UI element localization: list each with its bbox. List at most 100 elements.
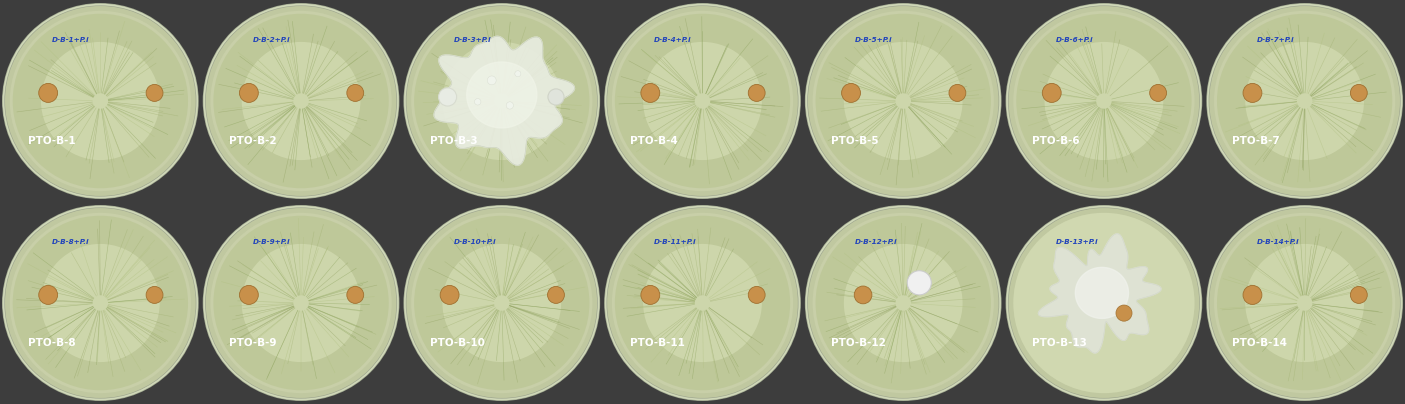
Ellipse shape — [1009, 6, 1200, 196]
Ellipse shape — [815, 14, 991, 188]
Circle shape — [514, 71, 521, 77]
Text: D-B-6+P.i: D-B-6+P.i — [1055, 38, 1093, 43]
Text: PTO-B-9: PTO-B-9 — [229, 339, 277, 348]
Text: PTO-B-2: PTO-B-2 — [229, 137, 277, 146]
Ellipse shape — [805, 205, 1002, 401]
Circle shape — [641, 285, 660, 305]
Circle shape — [854, 286, 873, 304]
Ellipse shape — [1210, 208, 1399, 398]
Circle shape — [548, 286, 565, 303]
Text: PTO-B-12: PTO-B-12 — [830, 339, 885, 348]
Circle shape — [506, 102, 513, 109]
Ellipse shape — [1013, 212, 1196, 394]
Ellipse shape — [1006, 3, 1203, 199]
Circle shape — [948, 84, 965, 101]
Ellipse shape — [406, 208, 597, 398]
Circle shape — [749, 84, 766, 101]
Text: PTO-B-1: PTO-B-1 — [28, 137, 76, 146]
Ellipse shape — [414, 216, 590, 390]
Ellipse shape — [403, 205, 600, 401]
Ellipse shape — [1016, 14, 1191, 188]
Circle shape — [1043, 84, 1061, 102]
Text: PTO-B-6: PTO-B-6 — [1031, 137, 1079, 146]
Text: D-B-4+P.i: D-B-4+P.i — [655, 38, 691, 43]
Ellipse shape — [214, 216, 389, 390]
Polygon shape — [1038, 234, 1161, 353]
Circle shape — [548, 89, 563, 105]
Text: PTO-B-7: PTO-B-7 — [1232, 137, 1280, 146]
Ellipse shape — [1210, 6, 1399, 196]
Circle shape — [1243, 84, 1262, 102]
Text: D-B-9+P.i: D-B-9+P.i — [253, 240, 291, 245]
Ellipse shape — [643, 244, 762, 362]
Circle shape — [749, 286, 766, 303]
Text: PTO-B-8: PTO-B-8 — [28, 339, 76, 348]
Ellipse shape — [41, 244, 160, 362]
Ellipse shape — [406, 6, 597, 196]
Ellipse shape — [8, 212, 191, 394]
Circle shape — [239, 285, 259, 305]
Circle shape — [1149, 84, 1166, 101]
Ellipse shape — [844, 42, 962, 160]
Ellipse shape — [205, 208, 396, 398]
Ellipse shape — [1009, 208, 1200, 398]
Ellipse shape — [41, 42, 160, 160]
Ellipse shape — [202, 3, 399, 199]
Text: PTO-B-3: PTO-B-3 — [430, 137, 478, 146]
Text: PTO-B-5: PTO-B-5 — [830, 137, 878, 146]
Text: PTO-B-10: PTO-B-10 — [430, 339, 485, 348]
Ellipse shape — [607, 208, 798, 398]
Ellipse shape — [242, 42, 361, 160]
Ellipse shape — [209, 10, 392, 192]
Ellipse shape — [607, 6, 798, 196]
Text: D-B-8+P.i: D-B-8+P.i — [52, 240, 90, 245]
Ellipse shape — [8, 10, 191, 192]
Ellipse shape — [1245, 244, 1364, 362]
Ellipse shape — [611, 10, 794, 192]
Ellipse shape — [1013, 10, 1196, 192]
Text: D-B-2+P.i: D-B-2+P.i — [253, 38, 291, 43]
Ellipse shape — [808, 6, 999, 196]
Circle shape — [39, 285, 58, 305]
Circle shape — [438, 88, 457, 106]
Ellipse shape — [205, 6, 396, 196]
Text: D-B-12+P.i: D-B-12+P.i — [856, 240, 898, 245]
Ellipse shape — [1207, 205, 1404, 401]
Ellipse shape — [805, 3, 1002, 199]
Ellipse shape — [13, 14, 188, 188]
Ellipse shape — [1207, 3, 1404, 199]
Ellipse shape — [1214, 10, 1397, 192]
Ellipse shape — [443, 42, 561, 160]
Circle shape — [1116, 305, 1132, 321]
Ellipse shape — [812, 212, 995, 394]
Ellipse shape — [6, 6, 195, 196]
Text: PTO-B-4: PTO-B-4 — [631, 137, 679, 146]
Ellipse shape — [615, 216, 790, 390]
Ellipse shape — [202, 205, 399, 401]
Polygon shape — [434, 36, 575, 165]
Circle shape — [146, 286, 163, 303]
Ellipse shape — [13, 216, 188, 390]
Text: PTO-B-11: PTO-B-11 — [631, 339, 686, 348]
Ellipse shape — [1044, 42, 1163, 160]
Circle shape — [475, 99, 481, 105]
Ellipse shape — [812, 10, 995, 192]
Ellipse shape — [615, 14, 790, 188]
Circle shape — [1243, 285, 1262, 305]
Ellipse shape — [844, 244, 962, 362]
Text: D-B-5+P.i: D-B-5+P.i — [856, 38, 892, 43]
Ellipse shape — [1217, 216, 1392, 390]
Circle shape — [1350, 286, 1367, 303]
Text: D-B-7+P.i: D-B-7+P.i — [1256, 38, 1294, 43]
Ellipse shape — [1214, 212, 1397, 394]
Ellipse shape — [604, 3, 801, 199]
Ellipse shape — [443, 244, 561, 362]
Ellipse shape — [611, 212, 794, 394]
Circle shape — [347, 286, 364, 303]
Ellipse shape — [410, 212, 593, 394]
Ellipse shape — [6, 208, 195, 398]
Ellipse shape — [1245, 42, 1364, 160]
Ellipse shape — [403, 3, 600, 199]
Text: D-B-1+P.i: D-B-1+P.i — [52, 38, 90, 43]
Ellipse shape — [214, 14, 389, 188]
